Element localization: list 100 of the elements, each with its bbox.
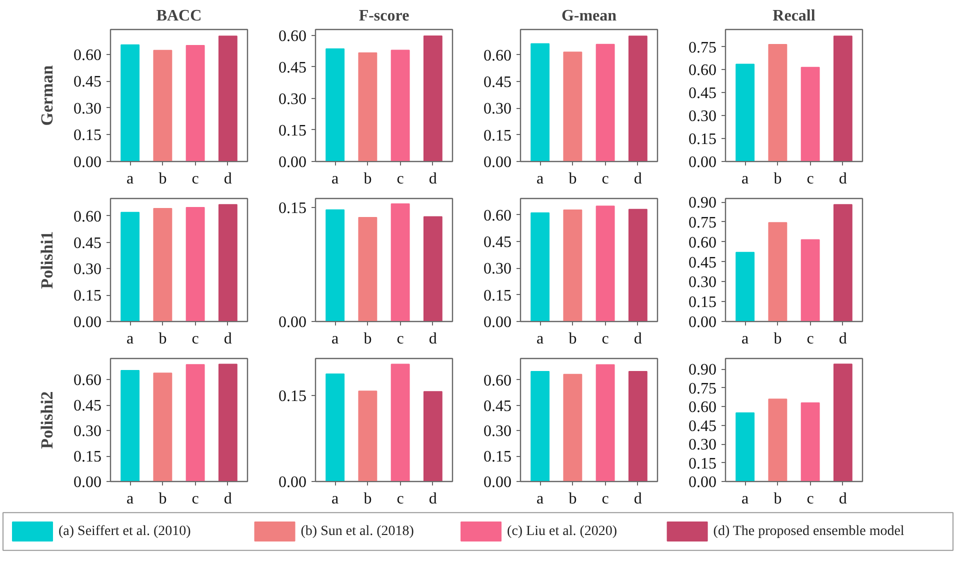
- x-tick-label: b: [158, 170, 167, 188]
- y-tick-label: 0.15: [688, 294, 716, 312]
- y-tick-label: 0.60: [278, 28, 306, 45]
- y-tick-label: 0.00: [278, 474, 306, 491]
- x-tick-label: d: [838, 330, 847, 348]
- y-axis-title: Polishi1: [38, 231, 56, 289]
- y-tick-label: 0.00: [74, 474, 102, 491]
- x-tick-label: d: [634, 490, 642, 508]
- y-tick-label: 0.90: [688, 362, 716, 379]
- legend-label: (a) Seiffert et al. (2010): [58, 524, 192, 539]
- y-tick-label: 0.00: [278, 314, 306, 331]
- x-tick-label: d: [428, 490, 437, 508]
- x-tick-label: b: [364, 330, 372, 348]
- x-tick-label: b: [568, 170, 577, 188]
- y-tick-label: 0.45: [688, 254, 716, 272]
- x-tick-label: d: [634, 170, 642, 188]
- y-tick-label: 0.60: [484, 207, 512, 224]
- y-tick-label: 0.45: [278, 59, 306, 76]
- y-tick-label: 0.15: [688, 455, 716, 472]
- y-tick-label: 0.00: [688, 314, 716, 331]
- chart-title: Recall: [772, 8, 816, 24]
- chart-title: F-score: [358, 8, 410, 24]
- y-tick-label: 0.00: [688, 154, 716, 171]
- x-tick-label: a: [126, 330, 134, 348]
- y-axis-title: German: [38, 64, 56, 126]
- y-tick-label: 0.75: [688, 214, 716, 232]
- x-tick-label: a: [536, 330, 544, 348]
- x-tick-label: b: [158, 330, 167, 348]
- x-tick-label: a: [332, 170, 339, 188]
- y-tick-label: 0.15: [484, 448, 512, 466]
- x-tick-label: a: [536, 490, 544, 508]
- y-tick-label: 0.45: [688, 85, 716, 102]
- y-tick-label: 0.45: [688, 418, 716, 435]
- y-tick-label: 0.75: [688, 39, 716, 56]
- y-tick-label: 0.45: [74, 74, 102, 91]
- x-tick-label: b: [158, 490, 167, 508]
- y-tick-label: 0.60: [688, 399, 716, 416]
- x-tick-label: a: [332, 330, 339, 348]
- x-tick-label: d: [428, 330, 437, 348]
- y-tick-label: 0.60: [688, 234, 716, 252]
- x-tick-label: b: [364, 490, 372, 508]
- y-tick-label: 0.45: [74, 234, 102, 252]
- y-tick-label: 0.30: [484, 423, 512, 440]
- x-tick-label: a: [536, 170, 544, 188]
- x-tick-label: d: [428, 170, 437, 188]
- x-tick-label: d: [224, 170, 232, 188]
- x-tick-label: c: [806, 330, 814, 348]
- x-tick-label: d: [224, 330, 232, 348]
- y-tick-label: 0.30: [74, 100, 102, 118]
- x-tick-label: b: [568, 330, 577, 348]
- x-tick-label: c: [602, 490, 609, 508]
- y-tick-label: 0.60: [74, 208, 102, 226]
- y-tick-label: 0.30: [484, 260, 512, 278]
- x-tick-label: d: [838, 490, 847, 508]
- y-tick-label: 0.15: [484, 127, 512, 144]
- x-tick-label: c: [396, 490, 404, 508]
- x-tick-label: c: [806, 170, 814, 188]
- y-tick-label: 0.45: [74, 398, 102, 415]
- y-tick-label: 0.00: [484, 314, 512, 331]
- y-tick-label: 0.30: [278, 90, 306, 108]
- y-tick-label: 0.30: [74, 261, 102, 278]
- x-tick-label: b: [364, 170, 372, 188]
- y-tick-label: 0.15: [484, 287, 512, 304]
- y-tick-label: 0.60: [74, 372, 102, 390]
- y-tick-label: 0.15: [278, 200, 306, 218]
- legend-label: (d) The proposed ensemble model: [713, 524, 904, 539]
- x-tick-label: a: [742, 170, 749, 188]
- x-tick-label: b: [568, 490, 577, 508]
- y-tick-label: 0.00: [688, 474, 716, 491]
- x-tick-label: a: [126, 170, 134, 188]
- x-tick-label: a: [742, 330, 749, 348]
- y-tick-label: 0.90: [688, 194, 716, 212]
- y-axis-title: Polishi2: [38, 391, 56, 449]
- x-tick-label: a: [126, 490, 134, 508]
- x-tick-label: c: [192, 330, 199, 348]
- y-tick-label: 0.45: [484, 74, 512, 92]
- x-tick-label: d: [224, 490, 232, 508]
- y-tick-label: 0.00: [484, 474, 512, 491]
- y-tick-label: 0.75: [688, 380, 716, 398]
- y-tick-label: 0.30: [74, 423, 102, 440]
- y-tick-label: 0.45: [484, 398, 512, 415]
- x-tick-label: c: [602, 330, 609, 348]
- x-tick-label: a: [332, 490, 339, 508]
- x-tick-label: c: [192, 490, 199, 508]
- y-tick-label: 0.00: [74, 314, 102, 331]
- chart-title: G-mean: [561, 8, 617, 24]
- y-tick-label: 0.60: [484, 47, 512, 64]
- y-tick-label: 0.15: [278, 388, 306, 406]
- y-tick-label: 0.30: [688, 108, 716, 126]
- legend-label: (c) Liu et al. (2020): [507, 524, 618, 539]
- chart-title: BACC: [156, 8, 202, 24]
- y-tick-label: 0.60: [484, 372, 512, 390]
- y-tick-label: 0.00: [278, 154, 306, 171]
- x-tick-label: c: [396, 330, 404, 348]
- y-tick-label: 0.45: [484, 234, 512, 252]
- y-tick-label: 0.00: [74, 154, 102, 171]
- legend-label: (b) Sun et al. (2018): [300, 524, 414, 539]
- x-tick-label: d: [634, 330, 642, 348]
- x-tick-label: b: [774, 490, 782, 508]
- x-tick-label: c: [192, 170, 199, 188]
